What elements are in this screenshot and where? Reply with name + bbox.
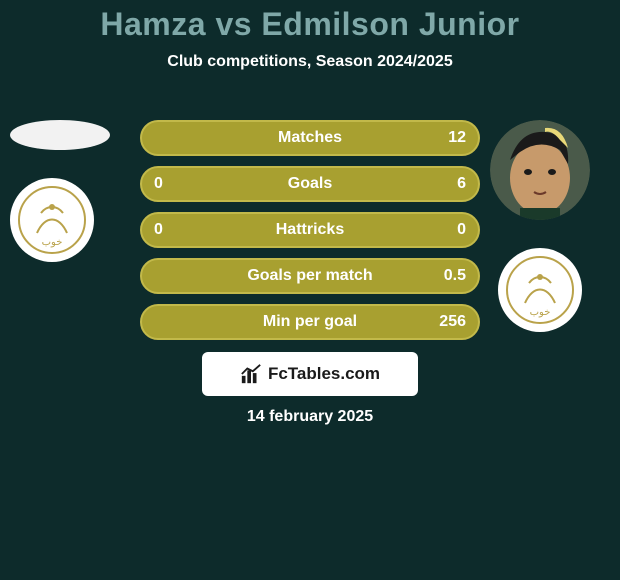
stat-label: Matches (278, 129, 342, 147)
player-left-avatar-placeholder (10, 120, 110, 150)
stat-row: Matches 12 (140, 120, 480, 156)
stat-row: 0 Hattricks 0 (140, 212, 480, 248)
bar-chart-icon (240, 363, 262, 385)
stat-right-value: 12 (448, 129, 466, 147)
player-left-club-badge: خوب (10, 178, 94, 262)
stat-left-value: 0 (154, 221, 163, 239)
player-right-column: خوب (490, 120, 590, 332)
player-right-club-badge: خوب (498, 248, 582, 332)
stat-right-value: 6 (457, 175, 466, 193)
stats-table: Matches 12 0 Goals 6 0 Hattricks 0 Goals… (140, 120, 480, 350)
svg-text:خوب: خوب (530, 307, 551, 318)
avatar-icon (490, 120, 590, 220)
stat-right-value: 0.5 (444, 267, 466, 285)
club-crest-icon: خوب (17, 185, 87, 255)
brand-text: FcTables.com (268, 364, 380, 384)
stat-label: Min per goal (263, 313, 357, 331)
svg-text:خوب: خوب (42, 237, 63, 248)
snapshot-date: 14 february 2025 (0, 408, 620, 426)
player-right-avatar (490, 120, 590, 220)
page-title: Hamza vs Edmilson Junior (0, 0, 620, 43)
stat-row: Goals per match 0.5 (140, 258, 480, 294)
stat-right-value: 0 (457, 221, 466, 239)
player-left-column: خوب (10, 120, 110, 262)
comparison-card: Hamza vs Edmilson Junior Club competitio… (0, 0, 620, 580)
stat-right-value: 256 (439, 313, 466, 331)
club-crest-icon: خوب (505, 255, 575, 325)
stat-label: Goals (288, 175, 332, 193)
stat-row: Min per goal 256 (140, 304, 480, 340)
stat-label: Goals per match (247, 267, 372, 285)
stat-row: 0 Goals 6 (140, 166, 480, 202)
brand-badge: FcTables.com (202, 352, 418, 396)
stat-label: Hattricks (276, 221, 344, 239)
page-subtitle: Club competitions, Season 2024/2025 (0, 53, 620, 71)
stat-left-value: 0 (154, 175, 163, 193)
